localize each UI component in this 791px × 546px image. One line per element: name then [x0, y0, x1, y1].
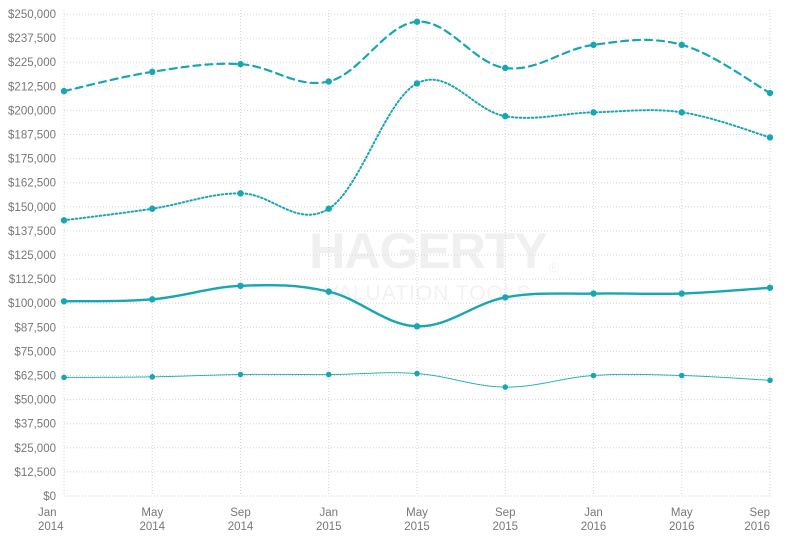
y-tick-label: $187,500	[8, 130, 56, 142]
data-point[interactable]	[502, 64, 509, 72]
x-tick-label: May	[141, 507, 163, 519]
data-point[interactable]	[60, 217, 68, 224]
data-point[interactable]	[149, 205, 156, 212]
data-point[interactable]	[678, 41, 685, 49]
series-group	[60, 18, 774, 390]
y-tick-label: $175,000	[8, 154, 56, 166]
y-tick-label: $237,500	[8, 33, 56, 45]
x-tick-label: Jan	[319, 507, 338, 519]
x-tick-label: Jan	[584, 507, 603, 519]
x-tick-label: 2016	[744, 521, 770, 533]
x-tick-label: 2016	[581, 521, 607, 533]
data-point[interactable]	[325, 205, 332, 212]
watermark-registered: ®	[549, 259, 560, 275]
hagerty-watermark: HAGERTY ® VALUATION TOOLS	[309, 223, 560, 305]
data-point[interactable]	[237, 190, 244, 197]
y-tick-label: $0	[43, 491, 56, 503]
y-tick-label: $150,000	[8, 202, 56, 214]
x-tick-label: 2014	[139, 521, 165, 533]
watermark-main: HAGERTY	[309, 223, 547, 279]
x-tick-label: 2014	[228, 521, 254, 533]
data-point[interactable]	[678, 372, 685, 379]
x-tick-label: 2015	[316, 521, 342, 533]
x-tick-label: May	[671, 507, 693, 519]
data-point[interactable]	[678, 109, 685, 116]
y-tick-label: $225,000	[8, 57, 56, 69]
series-3	[60, 282, 774, 330]
y-tick-label: $37,500	[14, 419, 56, 431]
data-point[interactable]	[414, 370, 420, 377]
y-tick-label: $125,000	[8, 250, 56, 262]
x-axis-ticks: Jan 2014 May 2014 Sep 2014 Jan 2015 May 2015 Sep 20…	[38, 507, 770, 533]
data-point[interactable]	[678, 290, 685, 297]
data-point[interactable]	[149, 374, 156, 380]
data-point[interactable]	[502, 112, 509, 120]
x-tick-label: 2014	[38, 521, 64, 533]
y-tick-label: $100,000	[8, 298, 56, 310]
data-point[interactable]	[149, 68, 156, 76]
y-tick-label: $212,500	[8, 81, 56, 93]
series-4	[61, 370, 773, 390]
data-point[interactable]	[767, 377, 773, 384]
y-tick-label: $12,500	[14, 467, 56, 479]
y-tick-label: $50,000	[14, 395, 56, 407]
x-tick-label: 2016	[669, 521, 695, 533]
data-point[interactable]	[60, 87, 68, 95]
series-1	[60, 18, 774, 97]
data-point[interactable]	[325, 288, 332, 295]
y-tick-label: $200,000	[8, 105, 56, 117]
x-tick-label: Sep	[495, 507, 515, 519]
data-point[interactable]	[590, 109, 597, 116]
data-point[interactable]	[149, 296, 156, 303]
y-tick-label: $137,500	[8, 226, 56, 238]
data-point[interactable]	[590, 372, 597, 379]
data-point[interactable]	[413, 80, 421, 87]
data-point[interactable]	[237, 60, 244, 68]
data-point[interactable]	[590, 290, 597, 297]
y-tick-label: $75,000	[14, 346, 56, 358]
series-2	[60, 78, 774, 224]
y-axis-ticks: $0 $12,500 $25,000 $37,500 $50,000 $62,500 $75…	[8, 9, 56, 503]
x-tick-label: Jan	[38, 507, 57, 519]
x-tick-label: Sep	[230, 507, 250, 519]
x-tick-label: 2015	[492, 521, 518, 533]
x-tick-label: 2015	[404, 521, 430, 533]
data-point[interactable]	[60, 298, 68, 305]
y-tick-label: $162,500	[8, 178, 56, 190]
x-tick-label: May	[406, 507, 428, 519]
series-line	[63, 78, 771, 222]
y-tick-label: $250,000	[8, 9, 56, 21]
y-tick-label: $87,500	[14, 322, 56, 334]
grid	[63, 10, 771, 497]
data-point[interactable]	[590, 41, 597, 49]
data-point[interactable]	[766, 89, 774, 97]
data-point[interactable]	[766, 134, 774, 141]
data-point[interactable]	[61, 374, 67, 381]
y-tick-label: $62,500	[14, 371, 56, 383]
y-tick-label: $25,000	[14, 443, 56, 455]
watermark-sub: VALUATION TOOLS	[324, 282, 531, 305]
x-tick-label: Sep	[750, 507, 770, 519]
data-point[interactable]	[502, 294, 509, 301]
data-point[interactable]	[766, 284, 774, 291]
y-tick-label: $112,500	[9, 274, 56, 286]
data-point[interactable]	[325, 371, 332, 378]
data-point[interactable]	[237, 282, 244, 290]
data-point[interactable]	[413, 18, 421, 25]
data-point[interactable]	[413, 323, 421, 330]
data-point[interactable]	[502, 384, 509, 390]
data-point[interactable]	[237, 371, 244, 378]
data-point[interactable]	[325, 78, 332, 85]
